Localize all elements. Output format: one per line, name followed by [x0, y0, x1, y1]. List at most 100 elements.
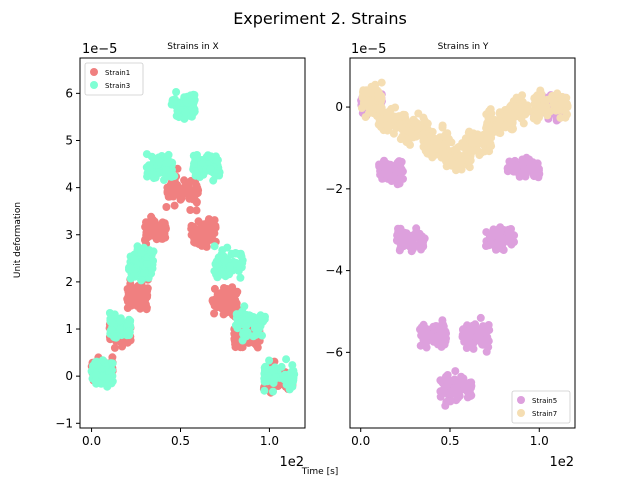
scatter-point	[518, 156, 527, 165]
scatter-point	[220, 256, 229, 265]
scatter-point	[410, 117, 419, 126]
axes-strains-y: Strains in Y 0.0 0.5 1.0 −6 −4 −2 0 1e−5 1e2 S…	[325, 42, 576, 470]
scatter-point	[223, 306, 232, 314]
scatter-point	[207, 152, 216, 161]
scatter-point	[142, 228, 151, 237]
scatter-point	[440, 149, 449, 158]
scatter-point	[484, 321, 493, 329]
y-tick-label: 0	[335, 100, 343, 114]
y-tick-label: 0	[65, 369, 73, 383]
scatter-point	[147, 269, 156, 278]
scatter-point	[189, 188, 198, 197]
scatter-point	[92, 360, 101, 369]
scatter-point	[212, 156, 221, 165]
y-tick-label: −1	[55, 416, 73, 430]
scatter-point	[376, 121, 385, 130]
scatter-point	[487, 240, 496, 248]
scatter-point	[252, 323, 261, 332]
scatter-point	[475, 131, 483, 140]
scatter-point	[482, 228, 491, 237]
scatter-point	[277, 362, 286, 371]
scatter-point	[232, 289, 241, 298]
x-tick-label: 1.0	[260, 434, 279, 448]
scatter-point	[366, 97, 375, 106]
scatter-point	[108, 359, 117, 368]
ticks-strains-y: 0.0 0.5 1.0 −6 −4 −2 0	[325, 100, 549, 448]
scatter-point	[126, 274, 135, 283]
legend-strains-x: Strain1 Strain3	[84, 62, 144, 96]
scatter-point	[142, 303, 151, 312]
scatter-point	[181, 108, 190, 117]
scatter-point	[484, 343, 493, 352]
y-tick-label: 2	[65, 275, 73, 289]
scatter-point	[471, 138, 480, 147]
scatter-point	[507, 164, 516, 172]
scatter-point	[149, 154, 158, 163]
scatter-point	[150, 217, 159, 226]
scatter-point	[411, 241, 419, 250]
scatter-point	[141, 292, 150, 301]
axes-frame-strains-x	[79, 57, 306, 429]
scatter-point	[399, 112, 408, 121]
scatter-point	[392, 113, 401, 122]
scatter-point	[177, 194, 186, 203]
scatter-point	[394, 176, 403, 185]
scatter-point	[397, 134, 406, 143]
scatter-point	[451, 367, 460, 376]
scatter-point	[509, 124, 517, 133]
scatter-point	[238, 336, 247, 345]
y-tick-label: 4	[65, 181, 73, 195]
scatter-point	[284, 372, 293, 381]
scatter-point	[137, 248, 146, 257]
x-tick-label: 1.0	[530, 434, 549, 448]
scatter-point	[417, 323, 426, 332]
x-tick-label: 0.0	[351, 434, 370, 448]
scatter-point	[492, 229, 501, 237]
scatter-point	[168, 97, 177, 106]
figure-ylabel: Unit deformation	[13, 202, 23, 278]
scatter-point	[492, 239, 501, 248]
scatter-point	[394, 228, 403, 236]
scatter-point	[116, 316, 125, 325]
scatter-point	[126, 316, 135, 325]
scatter-point	[151, 230, 160, 239]
legend-marker	[517, 396, 525, 404]
scatter-point	[461, 134, 470, 143]
legend-box	[511, 390, 571, 424]
scatter-point	[190, 159, 198, 168]
scatter-point	[480, 336, 489, 345]
scatter-point	[239, 330, 248, 338]
scatter-point	[505, 110, 513, 119]
y-offset-strains-x: 1e−5	[82, 42, 117, 57]
scatter-point	[473, 146, 482, 155]
scatter-point	[190, 107, 199, 116]
legend-marker	[517, 409, 525, 417]
scatter-point	[462, 380, 471, 389]
scatter-point	[552, 106, 560, 115]
scatter-point	[437, 342, 446, 351]
scatter-point	[396, 160, 405, 169]
scatter-point	[451, 145, 460, 154]
scatter-point	[133, 242, 142, 251]
scatter-point	[140, 268, 149, 277]
scatter-point	[214, 293, 222, 302]
scatter-point	[460, 141, 469, 150]
scatter-point	[98, 356, 107, 365]
y-tick-label: 1	[65, 322, 73, 336]
scatter-point	[377, 94, 386, 103]
scatter-point	[260, 386, 269, 395]
scatter-point	[146, 247, 155, 256]
scatter-point	[238, 259, 247, 268]
scatter-point	[210, 229, 219, 238]
x-tick-label: 0.5	[171, 434, 190, 448]
scatter-point	[237, 318, 246, 327]
scatter-point	[223, 243, 232, 252]
axes-frame-strains-y	[349, 57, 576, 429]
y-tick-label: 3	[65, 228, 73, 242]
scatter-point	[199, 226, 208, 235]
legend-marker	[90, 81, 98, 89]
scatter-point	[523, 167, 532, 176]
scatter-point	[418, 240, 427, 249]
scatter-point	[558, 99, 567, 107]
